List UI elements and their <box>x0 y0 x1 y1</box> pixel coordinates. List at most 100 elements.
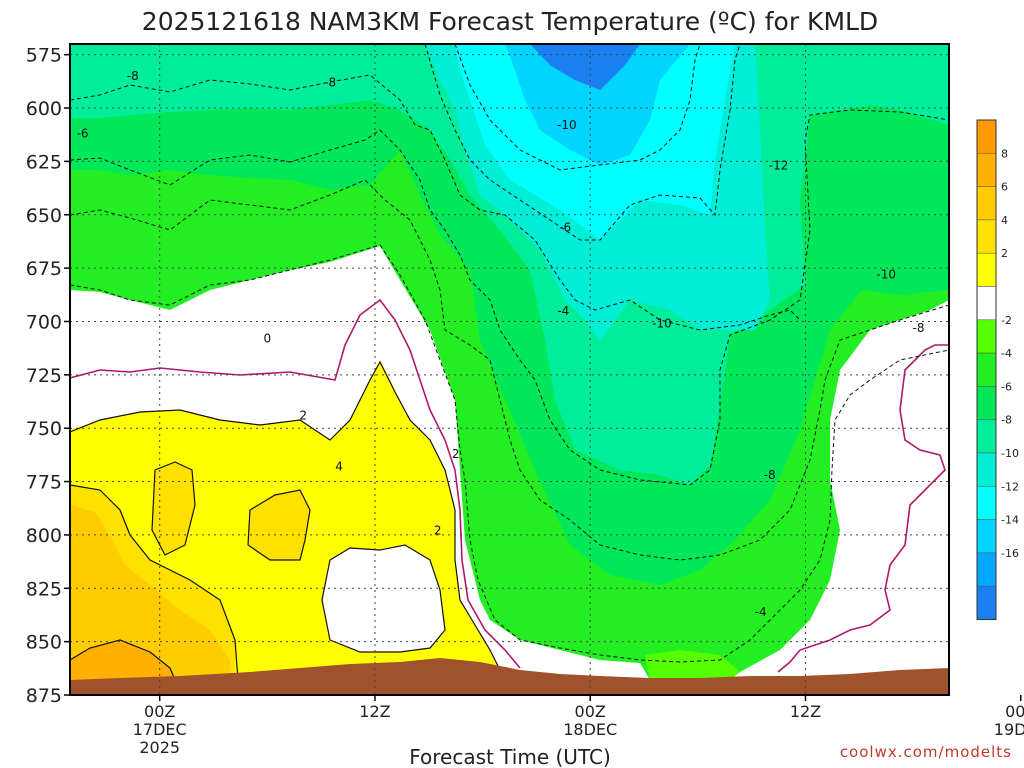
x-tick-label: 12Z <box>359 702 390 721</box>
colorbar-swatch <box>976 219 997 254</box>
plot-area: -8-8-6-10-12-6-10-4-10-80-2242-82-40 <box>70 44 1003 695</box>
contour-label-text: -8 <box>127 69 139 83</box>
field-orange-1 <box>70 505 230 680</box>
colorbar-swatch <box>976 252 997 287</box>
field-green-pocket <box>645 650 740 680</box>
contour-minus4 <box>70 179 949 561</box>
contour-label-text: -8 <box>324 75 336 89</box>
colorbar-swatch <box>976 153 997 187</box>
contour-label-text: -4 <box>755 605 767 619</box>
contour-label-text: 4 <box>335 460 343 474</box>
contour-label: -8 <box>324 75 336 89</box>
y-tick-label: 750 <box>26 418 62 440</box>
colorbar-swatch <box>976 352 997 387</box>
y-tick-label: 725 <box>26 365 62 387</box>
contour-labels: -8-8-6-10-12-6-10-4-10-80-2242-82-40 <box>77 69 1003 642</box>
x-tick-year: 2025 <box>139 738 180 757</box>
contour-label: -4 <box>755 605 767 619</box>
field-white-pocket <box>322 545 445 652</box>
contour-label: -8 <box>127 69 139 83</box>
contour-label-text: 2 <box>434 524 442 538</box>
contour-label: 2 <box>452 447 460 461</box>
y-tick-label: 850 <box>26 632 62 654</box>
contour-label: -10 <box>557 118 577 132</box>
contour-label: 2 <box>434 524 442 538</box>
contour-label: -10 <box>876 268 896 282</box>
contour-plus4-c <box>247 489 311 561</box>
colorbar-label: 8 <box>1001 147 1008 160</box>
y-tick-label: 650 <box>26 205 62 227</box>
colorbar-swatch <box>976 186 997 221</box>
contour-label: -12 <box>769 159 789 173</box>
y-tick-label: 700 <box>26 311 62 333</box>
contour-label: -8 <box>913 321 925 335</box>
contour-zero-right <box>777 344 949 673</box>
colorbar-label: -16 <box>1001 547 1019 560</box>
x-tick-date: 18DEC <box>563 720 617 739</box>
colorbar-swatch <box>976 119 997 154</box>
contour-label-text: -10 <box>557 118 577 132</box>
y-tick-label: 875 <box>26 685 62 707</box>
contour-label-text: 0 <box>995 628 1003 642</box>
credit-text: coolwx.com/modelts <box>840 743 1012 761</box>
colorbar: 8 6 4 2 -2 -4 -6 -8 -10 -12 -14 -16 <box>976 119 1019 620</box>
colorbar-label: -12 <box>1001 480 1019 493</box>
colorbar-label: 6 <box>1001 181 1008 194</box>
y-axis: 575 600 625 650 675 700 725 750 775 800 825 850 875 <box>26 45 70 707</box>
plot-frame <box>69 43 950 696</box>
contour-label-text: 2 <box>452 447 460 461</box>
contour-label-text: -6 <box>77 127 89 141</box>
y-tick-label: 775 <box>26 472 62 494</box>
contour-plus4 <box>70 484 239 681</box>
y-tick-label: 800 <box>26 525 62 547</box>
contour-plus2-pocket <box>321 544 446 653</box>
contour-label: 0 <box>995 628 1003 642</box>
y-tick-label: 825 <box>26 578 62 600</box>
contour-label-text: -10 <box>652 317 672 331</box>
colorbar-label: -8 <box>1001 414 1012 427</box>
field-white-bottom <box>490 620 650 680</box>
field-orange-2 <box>70 640 175 680</box>
colorbar-label: 2 <box>1001 247 1008 260</box>
x-tick-date: 17DEC <box>133 720 187 739</box>
chart-title: 2025121618 NAM3KM Forecast Temperature (… <box>142 7 878 36</box>
colorbar-label: -2 <box>1001 314 1012 327</box>
contour-zero-left <box>70 298 521 669</box>
contour-label-text: -6 <box>559 221 571 235</box>
field-gold-3 <box>248 490 310 560</box>
contour-minus12 <box>454 44 701 171</box>
colorbar-swatch <box>976 419 997 454</box>
x-axis: 00Z17DEC202512Z00Z18DEC12Z00Z19DEC <box>133 695 1024 757</box>
x-tick-label: 00Z <box>575 702 606 721</box>
contour-label: 0 <box>264 332 272 346</box>
terrain <box>70 658 949 695</box>
contour-label: -6 <box>559 221 571 235</box>
y-tick-label: 675 <box>26 258 62 280</box>
colorbar-swatch <box>976 386 997 420</box>
contour-plus4-b <box>151 461 196 556</box>
field-band-minus16 <box>530 44 640 90</box>
contour-label-text: -8 <box>764 468 776 482</box>
contour-label-text: -8 <box>913 321 925 335</box>
contour-label-text: 2 <box>299 408 307 422</box>
contour-label: 2 <box>299 408 307 422</box>
x-tick-label: 12Z <box>790 702 821 721</box>
colorbar-swatch <box>976 552 997 587</box>
contour-label: -8 <box>764 468 776 482</box>
gridlines <box>70 44 949 695</box>
y-tick-label: 625 <box>26 151 62 173</box>
field-white-right <box>720 300 949 680</box>
x-tick-label: 00Z <box>1005 702 1024 721</box>
colorbar-label: -6 <box>1001 380 1012 393</box>
contour-minus8 <box>70 74 801 331</box>
contour-label-text: -4 <box>557 304 569 318</box>
colorbar-swatch <box>976 452 997 487</box>
x-tick-label: 00Z <box>144 702 175 721</box>
x-tick-date: 19DEC <box>994 720 1024 739</box>
colorbar-swatch <box>976 286 997 321</box>
contour-plus2 <box>70 360 501 671</box>
colorbar-swatch <box>976 585 997 620</box>
contour-plus6 <box>70 639 176 681</box>
contour-label: -6 <box>77 127 89 141</box>
